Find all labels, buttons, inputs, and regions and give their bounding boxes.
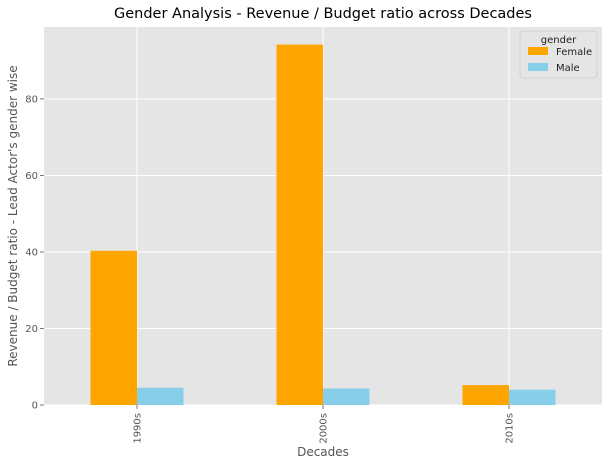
y-tick-label: 80 (25, 94, 38, 105)
legend-swatch-female (528, 47, 548, 55)
bar-female-2010s (462, 385, 509, 405)
x-axis-label: Decades (297, 445, 349, 459)
legend: gender Female Male (519, 30, 598, 79)
y-tick-label: 40 (25, 247, 38, 258)
bar-male-2000s (323, 388, 370, 405)
x-tick-label: 1990s (133, 413, 144, 444)
legend-label-female: Female (556, 47, 592, 58)
x-tick-label: 2010s (505, 413, 516, 444)
bar-male-1990s (137, 387, 184, 405)
legend-label-male: Male (556, 63, 580, 74)
y-axis-ticks: 0 20 40 60 80 (25, 94, 44, 412)
bar-male-2010s (509, 389, 556, 405)
y-tick-label: 0 (32, 401, 38, 412)
x-tick-label: 2000s (319, 413, 330, 444)
x-axis-ticks: 1990s 2000s 2010s (133, 405, 516, 444)
legend-entries: Female Male (528, 47, 592, 74)
legend-title: gender (541, 35, 577, 46)
bar-female-1990s (90, 250, 137, 405)
chart-title: Gender Analysis - Revenue / Budget ratio… (114, 6, 532, 22)
bars (90, 44, 556, 406)
y-axis-label: Revenue / Budget ratio - Lead Actor's ge… (6, 65, 20, 366)
y-tick-label: 20 (25, 324, 38, 335)
y-tick-label: 60 (25, 171, 38, 182)
legend-swatch-male (528, 63, 548, 71)
bar-female-2000s (276, 44, 323, 406)
